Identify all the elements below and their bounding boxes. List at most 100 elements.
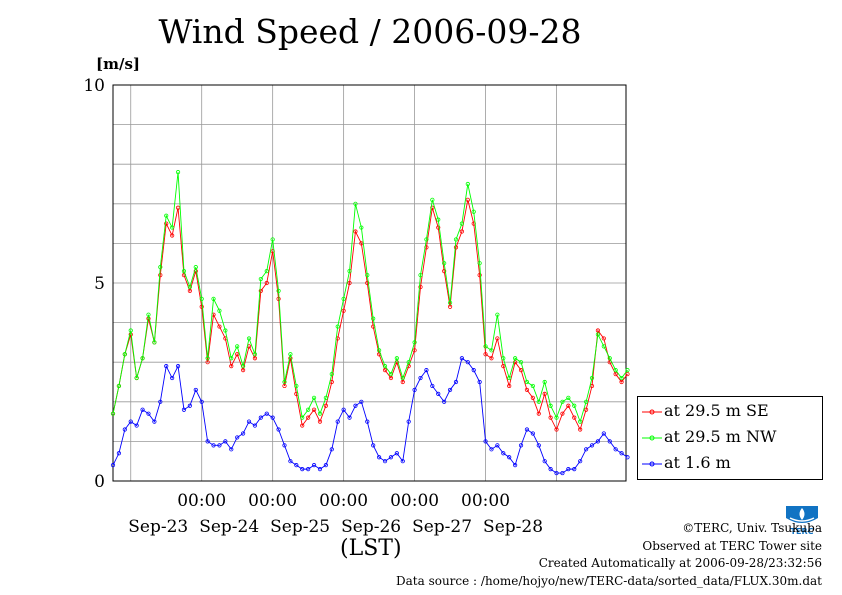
x-date-label: Sep-28 [483, 517, 543, 537]
data-point [489, 447, 494, 452]
legend-swatch-se [642, 409, 662, 415]
data-point [566, 403, 571, 408]
data-point [158, 265, 163, 270]
plot-frame [112, 84, 627, 482]
data-point [175, 170, 181, 175]
data-point [134, 375, 139, 381]
data-point [294, 383, 299, 389]
data-point [306, 467, 311, 472]
data-point [501, 451, 506, 456]
data-point [235, 352, 240, 357]
data-point [583, 407, 589, 412]
data-point [524, 387, 530, 393]
data-point [116, 451, 122, 456]
data-point [477, 261, 482, 266]
data-point [578, 419, 583, 424]
data-point [211, 443, 216, 448]
y-tick-label: 10 [83, 76, 105, 96]
data-point [146, 411, 151, 416]
legend-item-nw: at 29.5 m NW [638, 425, 822, 451]
data-point [507, 455, 512, 460]
data-point [507, 383, 512, 389]
data-point [128, 419, 133, 424]
chart-title: Wind Speed / 2006-09-28 [158, 12, 582, 51]
data-point [613, 371, 618, 377]
data-point [607, 439, 612, 444]
data-point [625, 371, 630, 377]
data-point [513, 356, 518, 361]
data-point [311, 395, 317, 400]
data-point [536, 399, 541, 404]
data-point [453, 379, 459, 385]
data-point [264, 269, 269, 274]
data-point [542, 391, 547, 396]
data-point [513, 360, 518, 365]
data-point [388, 371, 394, 377]
legend-item-se: at 29.5 m SE [638, 399, 822, 425]
data-point [365, 280, 370, 286]
data-point [477, 272, 482, 278]
data-point [164, 213, 169, 218]
data-point [229, 356, 234, 361]
data-point [501, 364, 506, 369]
data-point [181, 407, 187, 412]
data-point [483, 439, 488, 444]
data-point [442, 261, 447, 266]
data-point [323, 463, 328, 468]
data-point [377, 348, 382, 353]
data-point [170, 375, 175, 381]
data-point [554, 415, 559, 420]
y-axis-unit-label: [m/s] [96, 55, 140, 73]
data-point [371, 316, 376, 321]
credits-block: ©TERC, Univ. Tsukuba Observed at TERC To… [396, 520, 822, 590]
data-point [495, 443, 500, 448]
data-point [306, 407, 311, 412]
data-point [382, 459, 388, 464]
data-point [193, 387, 198, 393]
data-point [181, 269, 187, 274]
source-text: Data source : /home/hojyo/new/TERC-data/… [396, 573, 822, 588]
data-point [495, 336, 500, 341]
data-point [560, 399, 565, 404]
series-line-2 [112, 357, 628, 474]
data-point [353, 403, 358, 408]
data-point [276, 427, 281, 432]
x-tick-label: 00:00 [390, 491, 439, 511]
data-point [246, 419, 252, 424]
legend-label-ground: at 1.6 m [664, 453, 731, 472]
data-point [436, 225, 441, 230]
data-point [164, 364, 169, 369]
x-tick-label: 00:00 [177, 491, 226, 511]
data-point [483, 344, 488, 349]
data-point [601, 336, 606, 341]
data-point [187, 284, 192, 290]
y-tick-label: 5 [94, 274, 105, 294]
data-point [223, 328, 228, 333]
data-point [282, 443, 287, 448]
data-point [524, 427, 530, 432]
data-point [347, 415, 352, 420]
data-point [116, 383, 122, 389]
data-point [459, 221, 464, 226]
data-point [300, 415, 305, 420]
data-point [240, 364, 246, 369]
data-point [282, 383, 287, 389]
data-point [341, 407, 346, 412]
data-point [122, 427, 127, 432]
data-point [270, 237, 275, 242]
data-point [240, 431, 246, 436]
legend-swatch-ground [642, 461, 662, 467]
data-point [424, 237, 429, 242]
data-point [246, 336, 252, 341]
data-point [560, 411, 565, 416]
data-point [412, 348, 417, 353]
data-point [418, 284, 423, 290]
data-point [353, 201, 358, 206]
data-point [252, 423, 258, 428]
data-point [170, 225, 175, 230]
data-point [187, 288, 192, 294]
data-point [205, 356, 210, 361]
data-point [589, 443, 595, 448]
data-point [442, 399, 447, 404]
data-point [377, 455, 382, 460]
